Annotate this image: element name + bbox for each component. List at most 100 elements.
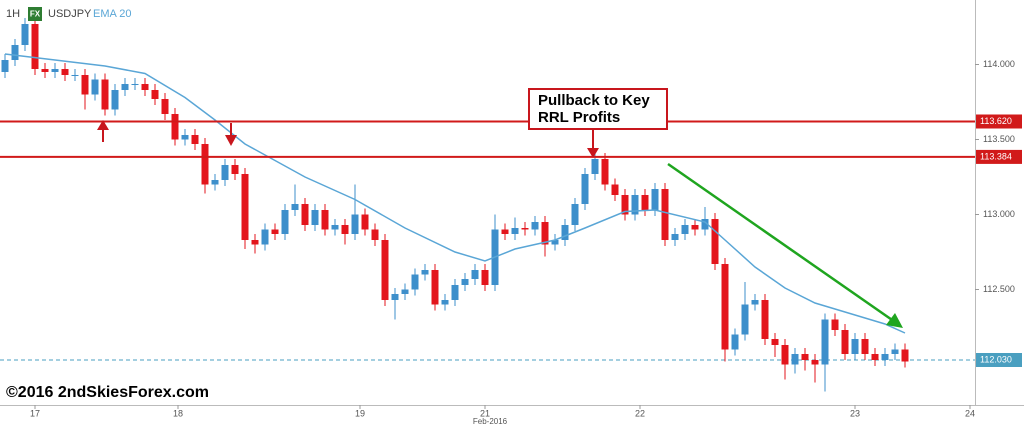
badge-box: [28, 7, 42, 21]
candle-body: [171, 114, 179, 140]
candle-body: [261, 229, 269, 245]
candle-body: [361, 214, 369, 230]
annotation-box: [528, 88, 668, 130]
candle-body: [141, 84, 149, 90]
candle-body: [231, 165, 239, 174]
candle-body: [681, 225, 689, 234]
candle-body: [861, 339, 869, 354]
candle-body: [651, 189, 659, 210]
candle-body: [61, 69, 69, 75]
candle-body: [441, 300, 449, 305]
candle-body: [381, 240, 389, 300]
candle-body: [201, 144, 209, 185]
candle-body: [41, 69, 49, 72]
x-tick-label: 17: [30, 408, 40, 418]
y-tick-label: 113.000: [983, 209, 1015, 219]
candle-body: [501, 229, 509, 234]
candle-body: [851, 339, 859, 354]
candle-body: [281, 210, 289, 234]
candle-body: [741, 304, 749, 335]
candle-body: [191, 135, 199, 144]
candle-body: [481, 270, 489, 285]
level-label-box: [976, 149, 1022, 164]
candle-body: [291, 204, 299, 210]
candle-body: [891, 349, 899, 354]
candle-body: [131, 84, 139, 85]
x-tick-label: 23: [850, 408, 860, 418]
candle-body: [701, 219, 709, 230]
candle-body: [621, 195, 629, 215]
trend-arrow: [667, 162, 896, 324]
candle-body: [561, 225, 569, 240]
badge: FX: [30, 10, 41, 19]
y-tick-label: 112.500: [983, 284, 1015, 294]
candle-body: [271, 229, 279, 234]
level-label-box: [976, 114, 1022, 129]
candle-body: [161, 99, 169, 114]
annotation-arrow-head: [587, 148, 599, 158]
plot-area: [0, 18, 975, 392]
candle-body: [631, 195, 639, 215]
candle-body: [51, 69, 59, 72]
candle-body: [721, 264, 729, 350]
y-tick-label: 114.000: [983, 59, 1015, 69]
candle-body: [711, 219, 719, 264]
candle-body: [311, 210, 319, 225]
candle-body: [101, 79, 109, 110]
candle-body: [591, 159, 599, 174]
trend-arrow-head: [886, 313, 903, 328]
candle-body: [471, 270, 479, 279]
candle-body: [821, 319, 829, 365]
candle-body: [811, 360, 819, 365]
candle-body: [1, 60, 9, 72]
candle-body: [571, 204, 579, 225]
candle-body: [781, 345, 789, 365]
candle-body: [391, 294, 399, 300]
candle-body: [551, 240, 559, 245]
candle-body: [71, 75, 79, 76]
candle-body: [371, 229, 379, 240]
candle-body: [331, 225, 339, 230]
arrow-up-head: [97, 120, 109, 130]
candle-body: [541, 222, 549, 245]
candle-body: [21, 24, 29, 45]
level-label: 113.384: [980, 151, 1012, 161]
candle-body: [511, 228, 519, 234]
candle-body: [871, 354, 879, 360]
candle-body: [321, 210, 329, 230]
level-label: 113.620: [980, 116, 1012, 126]
candle-body: [241, 174, 249, 240]
candle-body: [401, 289, 409, 294]
candle-body: [221, 165, 229, 180]
price-label-box: [976, 353, 1022, 367]
copyright: ©2016 2ndSkiesForex.com: [6, 384, 209, 401]
x-tick-label: 24: [965, 408, 975, 418]
indicator: EMA 20: [93, 8, 132, 20]
candle-body: [301, 204, 309, 225]
ema-line: [4, 53, 906, 334]
candle-body: [661, 189, 669, 240]
candle-body: [211, 180, 219, 185]
candle-body: [601, 159, 609, 185]
x-axis-caption: Feb-2016: [473, 417, 508, 426]
candle-body: [151, 90, 159, 99]
candle-body: [771, 339, 779, 345]
candle-body: [791, 354, 799, 365]
candle-body: [831, 319, 839, 330]
candle-body: [801, 354, 809, 360]
x-tick-label: 18: [173, 408, 183, 418]
candle-body: [531, 222, 539, 230]
candle-body: [91, 79, 99, 95]
annotation-line: Pullback to Key: [538, 92, 650, 109]
candle-body: [81, 75, 89, 95]
x-tick-label: 22: [635, 408, 645, 418]
candle-body: [341, 225, 349, 234]
candle-body: [881, 354, 889, 360]
price-label: 112.030: [980, 354, 1012, 364]
candle-body: [521, 228, 529, 230]
candle-body: [731, 334, 739, 350]
candle-body: [421, 270, 429, 275]
candle-body: [31, 24, 39, 69]
